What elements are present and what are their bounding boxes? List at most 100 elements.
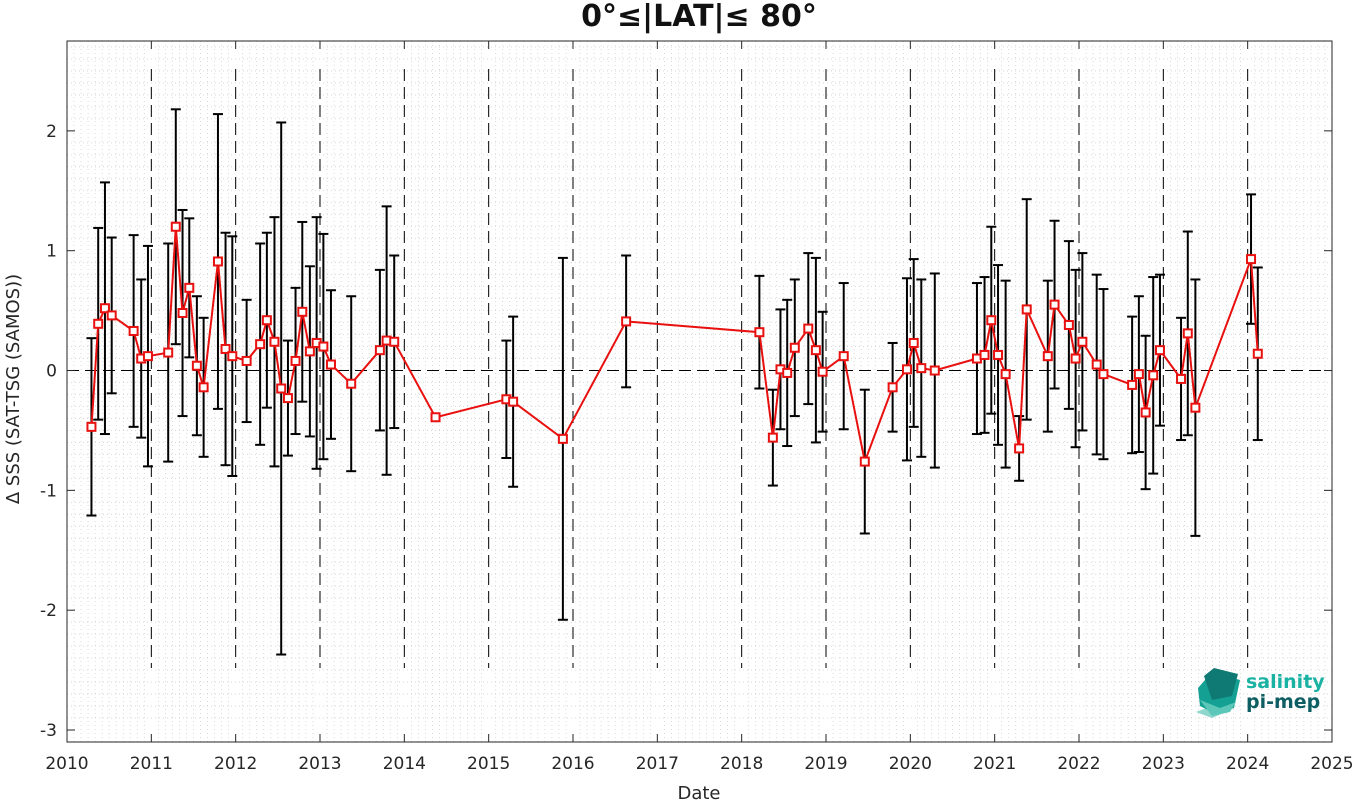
data-point-marker	[374, 345, 385, 356]
marker-layer	[86, 221, 1263, 467]
data-point-marker	[767, 432, 778, 443]
data-point-marker	[128, 325, 139, 336]
data-point-marker	[782, 367, 793, 378]
axis-ticks-layer: 2010 2011 2012 2013 2014 2015 2016 2017 2018 2019…	[40, 41, 1354, 774]
x-tick-label: 2010	[45, 754, 88, 774]
data-point-marker	[325, 359, 336, 370]
data-point-marker	[1077, 336, 1088, 347]
data-point-marker	[318, 341, 329, 352]
data-point-marker	[1176, 373, 1187, 384]
data-point-marker	[86, 421, 97, 432]
grid-layer	[67, 41, 1332, 743]
data-point-marker	[282, 393, 293, 404]
data-point-marker	[1000, 369, 1011, 380]
data-point-marker	[255, 339, 266, 350]
data-point-marker	[1182, 328, 1193, 339]
data-point-marker	[621, 316, 632, 327]
data-point-marker	[191, 360, 202, 371]
y-tick-label: -3	[40, 721, 57, 741]
logo-text-pimep: pi-mep	[1246, 691, 1320, 713]
data-point-marker	[754, 327, 765, 338]
x-tick-label: 2022	[1057, 754, 1100, 774]
data-point-marker	[177, 308, 188, 319]
data-point-marker	[276, 383, 287, 394]
y-tick-label: 2	[46, 122, 57, 142]
data-point-marker	[1098, 369, 1109, 380]
data-point-marker	[93, 318, 104, 329]
data-point-marker	[1014, 443, 1025, 454]
data-point-marker	[810, 345, 821, 356]
data-point-marker	[1063, 319, 1074, 330]
x-tick-label: 2018	[720, 754, 763, 774]
data-point-marker	[1148, 370, 1159, 381]
data-point-marker	[163, 347, 174, 358]
data-point-marker	[1252, 348, 1263, 359]
data-point-marker	[1190, 402, 1201, 413]
plot-frame	[66, 40, 1333, 743]
x-tick-label: 2020	[889, 754, 932, 774]
x-tick-label: 2023	[1142, 754, 1185, 774]
data-point-marker	[1133, 369, 1144, 380]
data-point-marker	[106, 310, 117, 321]
x-axis-label: Date	[677, 783, 720, 801]
data-point-marker	[346, 378, 357, 389]
data-point-marker	[817, 366, 828, 377]
y-tick-label: 1	[46, 242, 57, 262]
chart-title: 0°≤|LAT|≤ 80°	[581, 0, 817, 34]
y-tick-label: -1	[40, 481, 57, 501]
x-tick-label: 2021	[973, 754, 1016, 774]
year-boundary-layer	[150, 69, 1249, 668]
x-tick-label: 2024	[1226, 754, 1269, 774]
salinity-pimep-logo: salinity pi-mep	[1196, 668, 1325, 718]
data-point-marker	[1070, 353, 1081, 364]
data-point-marker	[99, 303, 110, 314]
x-tick-label: 2016	[551, 754, 594, 774]
x-tick-label: 2013	[298, 754, 341, 774]
data-point-marker	[1021, 304, 1032, 315]
data-point-marker	[1091, 359, 1102, 370]
data-point-marker	[508, 396, 519, 407]
y-axis-label: Δ SSS (SAT-TSG (SAMOS))	[3, 274, 24, 504]
logo-text-salinity: salinity	[1246, 671, 1325, 693]
logo-emblem-icon	[1196, 668, 1240, 718]
data-point-marker	[887, 382, 898, 393]
data-point-marker	[290, 355, 301, 366]
data-point-marker	[241, 355, 252, 366]
data-point-marker	[789, 342, 800, 353]
data-point-marker	[859, 456, 870, 467]
data-point-marker	[212, 256, 223, 267]
data-point-marker	[269, 336, 280, 347]
x-tick-label: 2017	[636, 754, 679, 774]
data-point-marker	[198, 382, 209, 393]
data-point-marker	[1246, 254, 1257, 265]
data-point-marker	[979, 349, 990, 360]
data-point-marker	[838, 351, 849, 362]
data-point-marker	[557, 433, 568, 444]
data-point-marker	[430, 412, 441, 423]
data-point-marker	[901, 364, 912, 375]
y-tick-label: -2	[40, 601, 57, 621]
data-point-marker	[1140, 407, 1151, 418]
data-point-marker	[929, 365, 940, 376]
data-point-marker	[170, 221, 181, 232]
data-point-marker	[297, 306, 308, 317]
x-tick-label: 2019	[804, 754, 847, 774]
data-point-marker	[993, 349, 1004, 360]
data-point-marker	[304, 346, 315, 357]
data-point-marker	[184, 282, 195, 293]
data-point-marker	[389, 336, 400, 347]
x-tick-label: 2011	[130, 754, 173, 774]
data-point-marker	[142, 351, 153, 362]
data-point-marker	[908, 337, 919, 348]
x-tick-label: 2012	[214, 754, 257, 774]
series-line	[90, 226, 1259, 466]
x-tick-label: 2014	[383, 754, 426, 774]
data-point-marker	[916, 363, 927, 374]
data-point-marker	[1127, 379, 1138, 390]
data-point-marker	[1042, 351, 1053, 362]
y-tick-label: 0	[46, 362, 57, 382]
x-tick-label: 2025	[1310, 754, 1353, 774]
data-point-marker	[227, 351, 238, 362]
data-point-marker	[220, 343, 231, 354]
